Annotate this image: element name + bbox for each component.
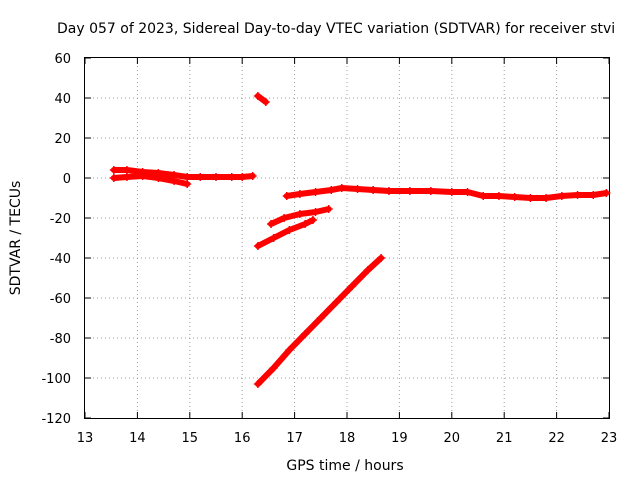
x-tick-label: 16 [234,431,251,446]
y-tick-label: 40 [54,92,71,107]
data-point [253,92,262,100]
data-point [463,188,472,196]
x-tick-label: 13 [77,431,94,446]
y-axis-label: SDTVAR / TECUs [8,181,24,296]
data-point [138,172,147,180]
data-point [324,205,333,213]
grid-layer [85,58,609,418]
data-point [154,174,163,182]
y-tick-label: 0 [63,172,71,187]
data-point [212,173,220,181]
x-axis-label: GPS time / hours [286,458,403,474]
y-tick-label: -80 [50,332,71,347]
data-point [369,186,378,194]
series-arc-2 [109,172,192,188]
data-point [269,234,278,242]
series-arc-4 [282,184,611,202]
series-arc-6 [253,216,317,250]
y-tick-labels: -120 -100 -80 -60 -40 -20 0 20 40 60 [41,52,71,427]
y-tick-label: 60 [54,52,71,67]
data-point [109,166,118,174]
data-point [285,346,294,354]
data-point [301,330,310,338]
data-point [227,173,236,181]
data-point [311,208,320,216]
series-line [254,255,385,387]
y-tick-label: -60 [50,292,71,307]
data-point [494,192,503,200]
data-point [353,185,362,193]
y-tick-label: -40 [50,252,71,267]
data-point [377,254,386,262]
data-point [248,172,257,180]
data-point [510,193,519,201]
data-point [282,192,291,200]
data-point [109,174,118,182]
data-point [447,188,456,196]
plot-frame [84,57,610,419]
data-point [479,192,488,200]
data-point [183,180,192,188]
data-point [122,173,131,181]
series-layer [109,92,611,388]
data-point [253,380,262,388]
series-line [254,93,269,105]
x-tick-label: 22 [548,431,565,446]
x-tick-label: 19 [391,431,408,446]
data-point [308,216,317,224]
x-tick-label: 21 [496,431,513,446]
x-tick-label: 15 [182,431,199,446]
data-point [183,173,192,181]
chart-title: Day 057 of 2023, Sidereal Day-to-day VTE… [57,21,615,37]
series-arc-3 [253,92,270,106]
data-point [557,192,566,200]
data-point [295,190,304,198]
data-point [267,220,276,228]
series-arc-5 [267,205,333,228]
data-point [327,186,336,194]
data-point [542,194,551,202]
data-point [602,189,611,197]
data-point [280,214,289,222]
data-point [311,188,320,196]
x-tick-label: 14 [129,431,146,446]
data-point [238,173,247,181]
data-point [573,191,582,199]
x-tick-label: 20 [444,431,461,446]
data-point [253,242,262,250]
data-point [337,184,346,192]
series-arc-1 [109,166,257,181]
x-tick-label: 18 [339,431,356,446]
series-arc-7 [253,254,386,388]
y-tick-label: -120 [41,412,71,427]
x-tick-labels: 13 14 15 16 17 18 19 20 21 22 23 [77,431,618,446]
data-point [316,314,325,322]
x-tick-label: 17 [286,431,303,446]
data-point [295,210,304,218]
data-point [196,173,205,181]
data-point [261,98,270,106]
tick-layer [84,57,610,419]
data-point [285,226,294,234]
data-point [405,187,414,195]
y-tick-label: -100 [41,372,71,387]
data-point [122,166,131,174]
data-point [332,298,341,306]
y-tick-label: 20 [54,132,71,147]
y-tick-label: -20 [50,212,71,227]
data-point [348,282,357,290]
data-point [170,177,179,185]
data-point [269,364,278,372]
data-point [384,187,393,195]
data-point [526,194,535,202]
data-point [589,191,598,199]
data-point [363,266,372,274]
data-point [426,187,435,195]
data-point [301,220,310,228]
x-tick-label: 23 [601,431,618,446]
